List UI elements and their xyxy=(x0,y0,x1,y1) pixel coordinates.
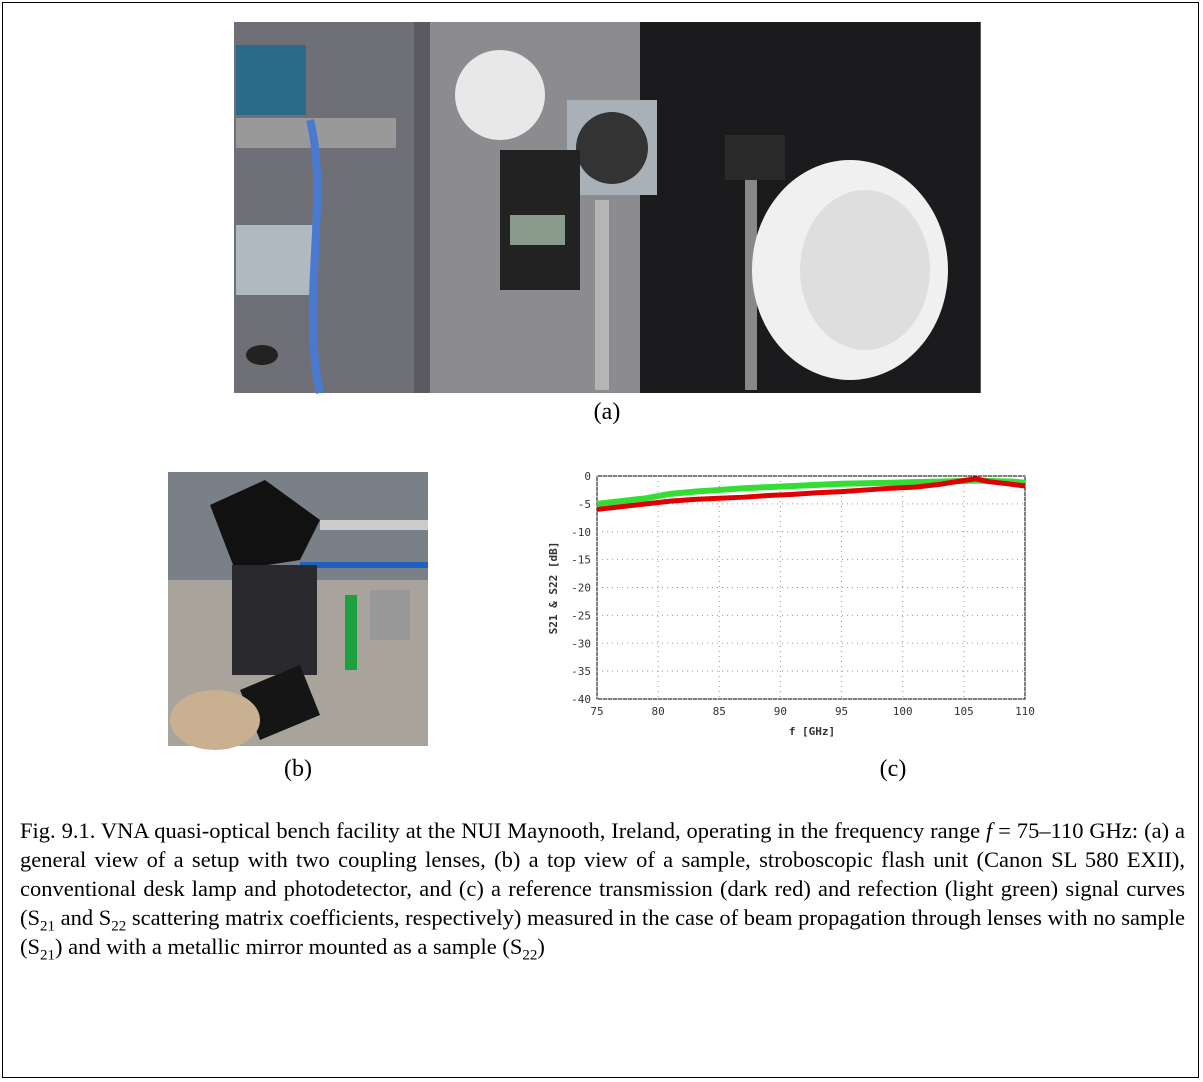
figure: (a) (b) (c) f [GHz] S21 & S22 [dB] 0 -5 -1… xyxy=(0,0,1203,800)
x-tick-label: 110 xyxy=(1015,705,1035,718)
caption: Fig. 9.1. VNA quasi-optical bench facili… xyxy=(20,816,1185,961)
caption-text: and S xyxy=(55,905,111,930)
x-tick-label: 75 xyxy=(590,705,603,718)
subscript: 22 xyxy=(111,919,126,935)
y-tick-label: -40 xyxy=(571,693,591,706)
y-tick-label: -30 xyxy=(571,637,591,650)
y-tick-label: -20 xyxy=(571,582,591,595)
x-tick-label: 95 xyxy=(835,705,848,718)
page: (a) (b) (c) f [GHz] S21 & S22 [dB] 0 -5 -1… xyxy=(0,0,1203,1082)
panel-label: (c) xyxy=(880,756,907,782)
y-tick-label: -25 xyxy=(571,609,591,622)
caption-text: ) xyxy=(537,934,545,959)
panel-label: (a) xyxy=(594,399,621,425)
x-tick-label: 80 xyxy=(652,705,665,718)
subscript: 22 xyxy=(522,948,537,964)
subscript: 21 xyxy=(40,919,55,935)
x-tick-label: 90 xyxy=(774,705,787,718)
y-tick-label: -15 xyxy=(571,554,591,567)
plot-frame xyxy=(597,476,1025,699)
x-tick-label: 85 xyxy=(713,705,726,718)
subscript: 21 xyxy=(40,948,55,964)
photo-a xyxy=(234,22,981,393)
photo-b xyxy=(168,472,428,750)
caption-text: ) and with a metallic mirror mounted as … xyxy=(55,934,522,959)
x-tick-label: 105 xyxy=(954,705,974,718)
y-tick-label: 0 xyxy=(584,470,591,483)
y-axis-label: S21 & S22 [dB] xyxy=(547,542,560,635)
x-axis-label: f [GHz] xyxy=(789,725,835,738)
panel-label: (b) xyxy=(284,756,312,782)
y-tick-label: -10 xyxy=(571,526,591,539)
x-tick-label: 100 xyxy=(893,705,913,718)
caption-text: Fig. 9.1. VNA quasi-optical bench facili… xyxy=(20,818,986,843)
y-tick-label: -35 xyxy=(571,665,591,678)
y-tick-label: -5 xyxy=(578,498,591,511)
